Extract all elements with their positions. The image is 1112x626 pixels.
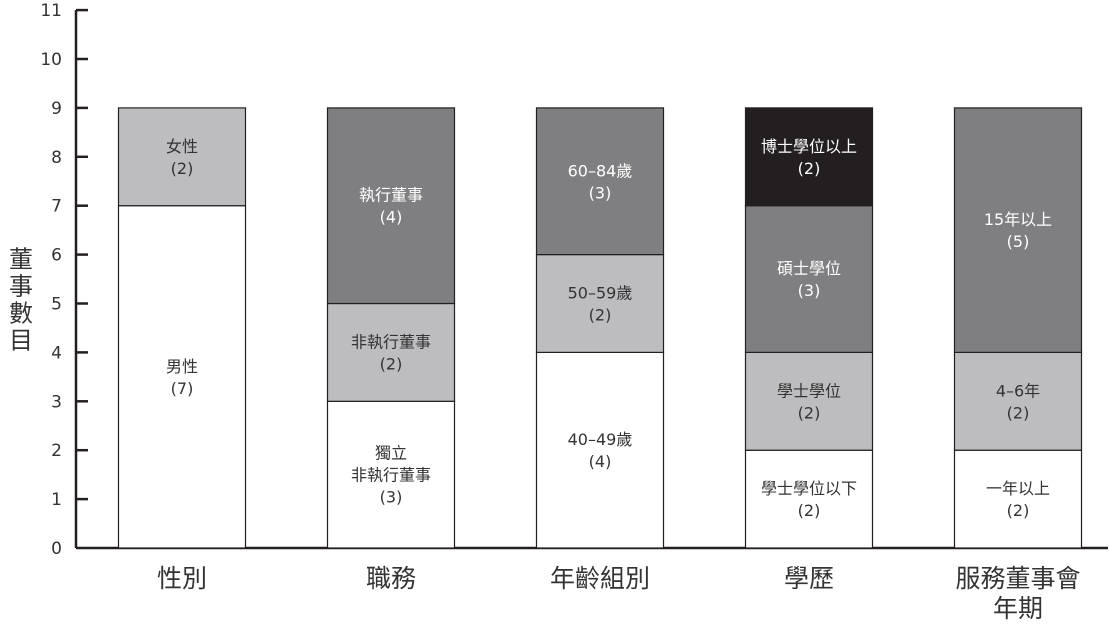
bar-segment [953,449,1083,549]
bar-segment-label: 一年以上(2) [986,479,1050,520]
y-tick-label: 7 [51,197,62,217]
x-category-label: 服務董事會年期 [955,564,1080,622]
bar-segment-label: 執行董事(4) [359,186,423,227]
bar-segment [535,351,665,549]
bar-segment [535,254,665,354]
bar-segment-label: 碩士學位(3) [777,259,841,300]
bar-segment [326,107,456,305]
y-axis-label: 董事數目 [9,246,33,355]
bar-segment-label: 4–6年(2) [996,381,1040,422]
bar-segment [953,351,1083,451]
bar-segment [535,107,665,256]
y-tick-label: 10 [40,50,62,70]
bar-segment-label: 15年以上(5) [984,210,1052,251]
bar-segment-label: 40–49歲(4) [568,430,633,471]
bar-segment-label: 博士學位以上(2) [761,137,857,178]
bar-segment [117,107,247,207]
y-tick-label: 5 [51,295,62,315]
bar-segment-label: 獨立非執行董事(3) [351,444,431,507]
bar-segment-label: 50–59歲(2) [568,284,633,325]
bar-segment-label: 女性(2) [166,137,198,178]
y-tick-label: 4 [51,343,62,363]
y-tick-label: 3 [51,392,62,412]
bar-segment-label: 非執行董事(2) [351,332,431,373]
bar-segment-label: 60–84歲(3) [568,161,633,202]
y-tick-label: 8 [51,148,62,168]
bar-segment [326,400,456,549]
y-tick-label: 0 [51,539,62,559]
x-category-label: 性別 [157,564,207,593]
x-category-label: 年齡組別 [550,564,650,593]
bar-segment [744,351,874,451]
y-tick-label: 9 [51,99,62,119]
bar-segment [326,302,456,402]
bar-segment [117,205,247,549]
y-tick-label: 2 [51,441,62,461]
bar-segment-label: 學士學位以下(2) [761,479,857,520]
bar-segment-label: 男性(7) [166,357,198,398]
bar-segment [744,449,874,549]
bar-segment [953,107,1083,354]
x-category-label: 職務 [366,564,416,593]
bar-segment [744,205,874,353]
y-tick-label: 11 [40,1,62,21]
bar-segment-label: 學士學位(2) [777,381,841,422]
bar-segment [744,107,874,207]
y-tick-label: 6 [51,246,62,266]
y-tick-label: 1 [51,490,62,510]
x-category-label: 學歷 [784,564,834,593]
